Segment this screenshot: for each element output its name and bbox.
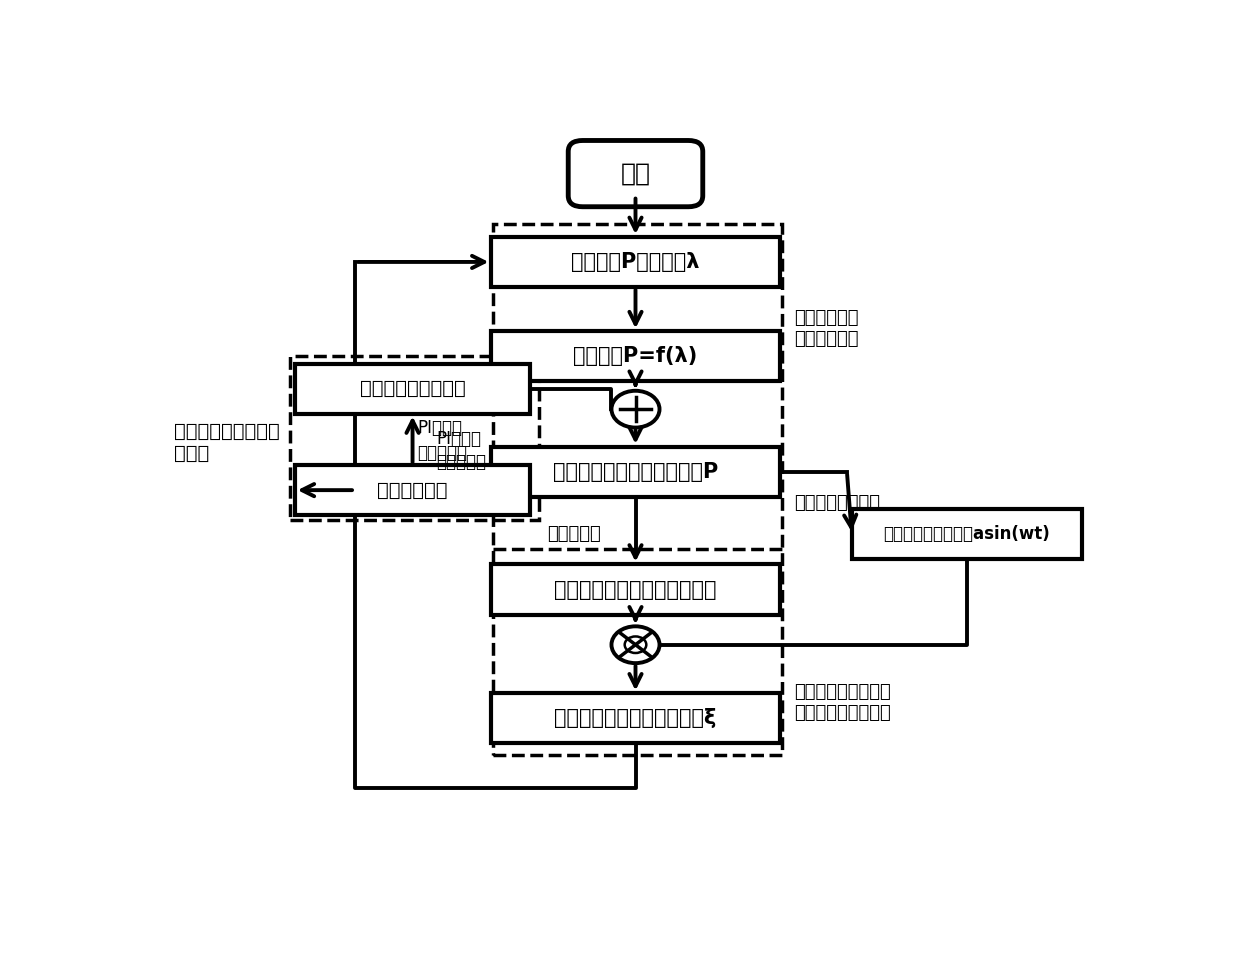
Text: 基于自适应权値调制
信号的输出功率解调: 基于自适应权値调制 信号的输出功率解调 [794,683,890,722]
Text: 获取直流分量: 获取直流分量 [377,481,448,500]
Text: 自适应权値的调整: 自适应权値的调整 [794,494,880,512]
Text: 获取占空比的参考値: 获取占空比的参考値 [360,380,465,398]
Text: 获取通过高通滤波器后的纹波: 获取通过高通滤波器后的纹波 [554,579,717,599]
Text: 低通滤波器: 低通滤波器 [436,453,486,471]
Text: PI控制器: PI控制器 [418,420,463,437]
Text: 自适应权値调制信号asin(wt): 自适应权値调制信号asin(wt) [884,525,1050,543]
Text: 低通滤波器: 低通滤波器 [418,444,467,462]
Text: 开始: 开始 [620,162,651,185]
FancyBboxPatch shape [568,141,703,206]
Text: 基于比例积分的占空
比调制: 基于比例积分的占空 比调制 [174,422,280,463]
Text: 构造函数P=f(λ): 构造函数P=f(λ) [573,346,698,366]
Bar [491,446,780,497]
Bar [491,693,780,744]
Text: PI控制器: PI控制器 [436,429,481,447]
Bar [295,363,531,414]
Text: 检测功率P，占空比λ: 检测功率P，占空比λ [572,252,699,272]
Text: 获取施加调制信号后的纹波ξ: 获取施加调制信号后的纹波ξ [554,708,717,728]
Bar [290,357,539,520]
Text: 高通滤波器: 高通滤波器 [547,525,601,543]
Bar [491,564,780,615]
Text: 获取施加调制信号后的功率P: 获取施加调制信号后的功率P [553,462,718,482]
Text: 自适应加权调
制信号的施加: 自适应加权调 制信号的施加 [794,309,858,348]
Bar [295,466,531,515]
Bar [494,224,781,755]
Bar [491,331,780,381]
Bar [852,510,1083,559]
Bar [491,237,780,287]
